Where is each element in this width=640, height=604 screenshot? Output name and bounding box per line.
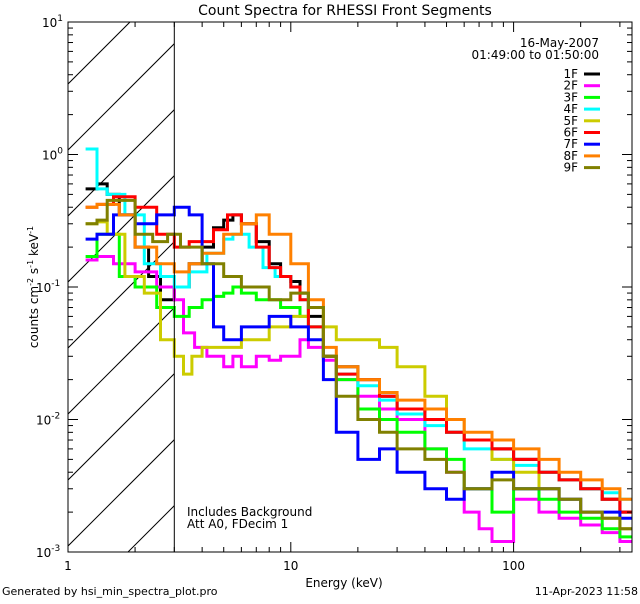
hatch-line <box>68 240 175 349</box>
y-tick-label: 10-1 <box>36 279 60 295</box>
legend-label-8F: 8F <box>563 149 578 163</box>
legend-label-5F: 5F <box>563 114 578 128</box>
series-group <box>85 147 632 543</box>
chart-title: Count Spectra for RHESSI Front Segments <box>198 3 492 19</box>
series-line-6F <box>85 195 632 514</box>
hatch-line <box>68 42 175 151</box>
hatch-line <box>68 372 175 481</box>
excluded-region-hatch <box>68 22 640 552</box>
series-line-9F <box>85 198 632 531</box>
y-tick-label: 100 <box>42 147 63 163</box>
legend-label-7F: 7F <box>563 137 578 151</box>
hatch-line <box>68 108 175 217</box>
annotation-attenuator: Att A0, FDecim 1 <box>187 517 288 531</box>
y-tick-label: 101 <box>42 14 63 30</box>
x-axis-label: Energy (keV) <box>305 576 382 590</box>
y-axis-label: counts cm-2 s-1 keV-1 <box>26 226 41 348</box>
legend-label-1F: 1F <box>563 67 578 81</box>
axis-ticks: 1 10 100 101 100 10-1 10-2 10-3 <box>36 14 632 573</box>
y-tick-label: 10-3 <box>36 544 60 560</box>
legend-label-9F: 9F <box>563 161 578 175</box>
footer-timestamp: 11-Apr-2023 11:58 <box>535 585 638 598</box>
x-tick-label: 1 <box>64 559 72 573</box>
legend-label-4F: 4F <box>563 102 578 116</box>
hatch-line <box>326 22 640 552</box>
x-tick-label: 100 <box>502 559 525 573</box>
footer-generated-by: Generated by hsi_min_spectra_plot.pro <box>2 585 218 598</box>
date-label: 16-May-2007 <box>520 36 599 50</box>
legend-label-6F: 6F <box>563 126 578 140</box>
annotation-background: Includes Background <box>187 505 312 519</box>
legend-label-3F: 3F <box>563 90 578 104</box>
time-range-label: 01:49:00 to 01:50:00 <box>472 48 599 62</box>
hatch-line <box>68 438 175 547</box>
legend-label-2F: 2F <box>563 79 578 93</box>
x-tick-label: 10 <box>283 559 298 573</box>
hatch-line <box>68 22 131 85</box>
y-tick-label: 10-2 <box>36 412 60 428</box>
hatch-lines <box>68 22 640 552</box>
